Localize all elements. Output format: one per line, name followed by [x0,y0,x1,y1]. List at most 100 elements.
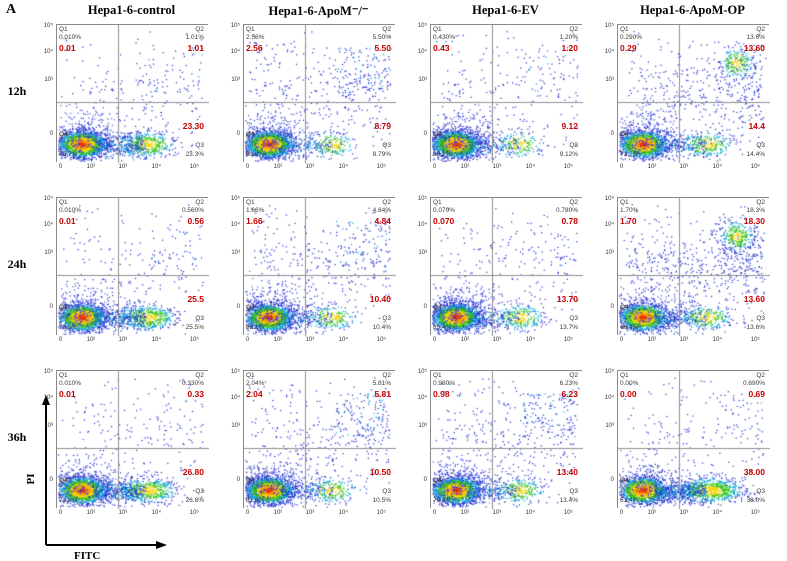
q3-label: Q3 [195,315,204,323]
x-tick: 10⁵ [189,164,199,170]
q2-label: Q2 [382,372,391,379]
q1-annotation: 0.00 [620,389,637,399]
q2-percent: 5.50% [372,34,391,42]
q1-percent: 0.980% [433,380,456,388]
y-tick: 10³ [605,76,614,83]
q4-label: Q4 [620,130,629,138]
scatter-canvas [618,25,770,163]
x-tick: 10³ [305,164,315,170]
q3-label: Q3 [756,142,765,150]
x-tick: 10² [647,337,657,343]
x-tick: 10⁵ [750,164,760,170]
y-tick: 10⁵ [43,369,53,375]
q3-annotation: 25.5 [187,294,204,304]
q2-percent: 0.560% [181,207,204,215]
y-tick: 0 [610,303,614,310]
x-axis-ticks: 0 10² 10³ 10⁴ 10⁵ [617,510,769,520]
q2-label: Q2 [569,199,578,206]
y-axis-ticks: 10⁵ 10⁴ 10³ 0 [225,369,242,508]
scatter-canvas [57,25,209,163]
q3-label: Q3 [569,142,578,150]
x-tick: 10⁵ [563,164,573,170]
q3-label: Q3 [756,488,765,496]
q4-label: Q4 [620,476,629,484]
x-tick: 10³ [679,337,689,343]
q1-annotation: 0.01 [59,389,76,399]
x-tick: 10⁴ [151,337,161,343]
plot-area: Q1 2.04% 2.04 Q2 5.81% 5.81 10.50 Q3 10.5% … [243,370,396,509]
x-tick: 10³ [305,337,315,343]
y-tick: 10³ [44,76,53,83]
q1-label: Q1 [246,199,255,206]
x-tick: 10² [460,164,470,170]
x-axis-ticks: 0 10² 10³ 10⁴ 10⁵ [56,164,208,174]
x-tick: 10⁴ [525,510,535,516]
x-tick: 0 [58,337,63,343]
plot-area: Q1 0.010% 0.01 Q2 1.01% 1.01 23.30 Q3 23.3%… [56,24,209,163]
flow-cytometry-panel: 10⁵ 10⁴ 10³ 0 Q1 0.010% 0.01 Q2 0.330% 0.33 2… [38,368,225,541]
x-tick: 0 [432,510,437,516]
x-axis-title: FITC [74,550,100,561]
flow-cytometry-panel: 10⁵ 10⁴ 10³ 0 Q1 0.070% 0.070 Q2 0.780% 0.78 … [412,195,599,368]
q3-percent: 23.3% [185,150,204,158]
q3-stats: Q3 14.4% [747,142,765,159]
q4-percent: 72.9% [59,496,78,504]
column-header: Hepa1-6-control [87,3,176,17]
plot-area: Q1 0.290% 0.29 Q2 13.6% 13.60 14.4 Q3 14.4%… [617,24,770,163]
scatter-canvas [57,198,209,336]
q2-percent: 1.20% [559,34,578,42]
q4-label: Q4 [433,476,442,484]
q1-label: Q1 [433,26,442,33]
y-axis-ticks: 10⁵ 10⁴ 10³ 0 [225,196,242,335]
q2-label: Q2 [756,199,765,206]
q3-stats: Q3 8.79% [373,142,391,159]
q3-annotation: 26.80 [182,467,204,477]
x-tick: 10⁵ [750,510,760,516]
q3-stats: Q3 13.6% [747,315,765,332]
y-tick: 10⁴ [417,222,427,229]
q3-label: Q3 [382,315,391,323]
x-tick: 10⁴ [525,337,535,343]
flow-cytometry-panel: 10⁵ 10⁴ 10³ 0 Q1 2.04% 2.04 Q2 5.81% 5.81 10.… [225,368,412,541]
q4-percent: 83.1% [246,323,265,331]
q2-stats: Q2 6.23% [560,372,578,389]
x-tick: 0 [432,164,437,170]
q2-stats: Q2 4.84% [373,199,391,216]
q3-stats: Q3 9.12% [560,142,578,159]
q4-label: Q4 [246,303,255,311]
x-tick: 10⁴ [712,164,722,170]
q2-percent: 0.690% [742,380,765,388]
y-tick: 10³ [231,249,240,256]
q2-stats: Q2 1.01% [186,26,204,43]
y-tick: 10⁴ [230,49,240,56]
y-tick: 10⁵ [604,196,614,202]
y-tick: 0 [423,303,427,310]
q2-percent: 4.84% [372,207,391,215]
q1-annotation: 1.70 [620,216,637,226]
x-tick: 0 [619,510,624,516]
q1-annotation: 0.070 [433,216,455,226]
y-axis-ticks: 10⁵ 10⁴ 10³ 0 [599,23,616,162]
q1-label: Q1 [59,372,68,379]
q4-percent: 71.7% [620,150,639,158]
q1-label: Q1 [59,26,68,33]
x-axis-ticks: 0 10² 10³ 10⁴ 10⁵ [243,164,395,174]
column-header: Hepa1-6-ApoM⁻/⁻ [268,4,369,18]
q1-label: Q1 [620,199,629,206]
y-axis-ticks: 10⁵ 10⁴ 10³ 0 [38,196,55,335]
q3-annotation: 23.30 [182,121,204,131]
y-tick: 10⁴ [230,395,240,402]
q3-annotation: 14.4 [748,121,765,131]
y-tick: 10³ [418,76,427,83]
x-tick: 10⁴ [338,164,348,170]
q2-annotation: 1.01 [187,43,204,53]
y-axis-ticks: 10⁵ 10⁴ 10³ 0 [412,23,429,162]
q1-percent: 1.70% [620,207,639,215]
x-tick: 10⁴ [712,510,722,516]
row-label: 12h [7,84,27,98]
scatter-canvas [618,371,770,509]
q3-stats: Q3 23.3% [186,142,204,159]
q3-stats: Q3 13.7% [560,315,578,332]
plot-area: Q1 0.010% 0.01 Q2 0.560% 0.56 25.5 Q3 25.5%… [56,197,209,336]
